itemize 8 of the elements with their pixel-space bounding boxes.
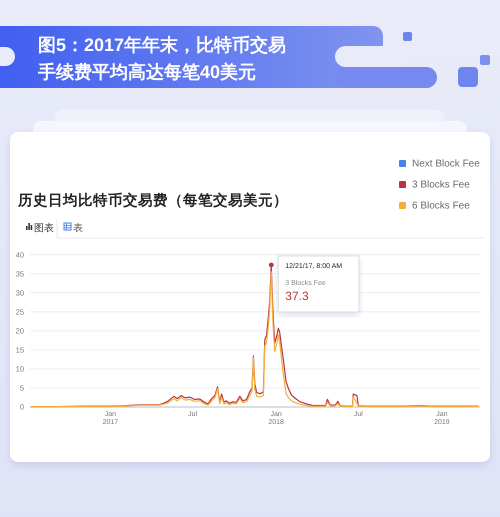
chart-subtitle: 历史日均比特币交易费（每笔交易美元）	[17, 191, 288, 209]
text: 表	[73, 222, 83, 234]
text: 图表	[34, 222, 54, 234]
legend-label: 6 Blocks Fee	[412, 200, 470, 212]
legend-label: 3 Blocks Fee	[412, 180, 470, 190]
legend-label: Next Block Fee	[412, 158, 480, 170]
annotation: 37.3	[285, 288, 309, 303]
chart-title: 图5：2017年年末，比特币交易手续费平均高达每笔40美元	[37, 35, 286, 82]
